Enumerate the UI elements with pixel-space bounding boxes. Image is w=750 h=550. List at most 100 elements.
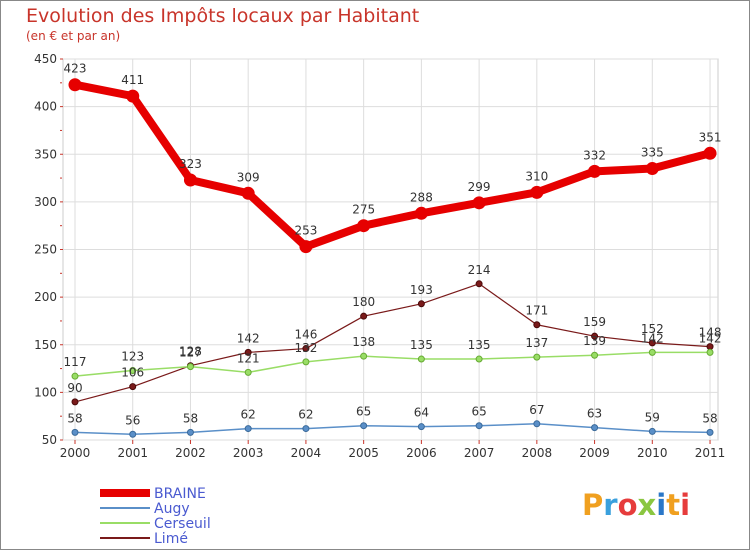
data-point [417,300,425,308]
y-tick-label: 150 [34,338,57,352]
data-point [129,366,137,374]
data-point [645,162,659,176]
series-line-cerseuil [74,351,711,377]
data-point [530,185,544,199]
data-point [475,355,483,363]
data-label: 117 [64,355,87,369]
x-tick-label: 2007 [464,446,495,460]
data-point [302,345,310,353]
data-label: 335 [641,146,664,160]
data-label: 62 [298,408,313,422]
data-label: 128 [179,345,202,359]
x-tick-label: 2008 [522,446,553,460]
data-point [533,321,541,329]
y-tick-label: 50 [42,433,57,447]
data-point [703,146,717,160]
data-point [68,78,82,92]
data-point [186,428,194,436]
data-point [241,186,255,200]
data-label: 323 [179,157,202,171]
data-point [71,372,79,380]
data-point [129,430,137,438]
legend-label: BRAINE [154,486,206,502]
data-label: 171 [525,304,548,318]
x-tick-label: 2005 [348,446,379,460]
data-label: 58 [67,411,82,425]
data-label: 90 [67,381,82,395]
x-tick-label: 2000 [60,446,91,460]
data-label: 253 [294,224,317,238]
data-point [591,351,599,359]
data-label: 411 [121,73,144,87]
data-point [186,363,194,371]
data-point [302,358,310,366]
data-label: 63 [587,407,602,421]
data-label: 135 [468,338,491,352]
series-line-limé [74,283,711,403]
x-tick-label: 2010 [637,446,668,460]
y-tick-label: 350 [34,147,57,161]
data-label: 146 [294,328,317,342]
chart-subtitle: (en € et par an) [26,29,121,43]
x-tick-label: 2002 [175,446,206,460]
data-label: 275 [352,203,375,217]
proxiti-logo: Proxiti [582,488,691,522]
data-point [472,196,486,210]
data-label: 299 [468,180,491,194]
data-point [475,280,483,288]
data-point [648,348,656,356]
data-point [71,398,79,406]
data-label: 123 [121,349,144,363]
series-line-augy [74,423,711,436]
y-tick-label: 400 [34,100,57,114]
data-label: 64 [414,406,429,420]
data-point [414,206,428,220]
x-tick-label: 2006 [406,446,437,460]
x-tick-label: 2003 [233,446,264,460]
data-label: 138 [352,335,375,349]
data-point [71,428,79,436]
x-tick-label: 2001 [117,446,148,460]
data-point [475,422,483,430]
data-label: 310 [525,169,548,183]
data-label: 214 [468,263,491,277]
chart-title: Evolution des Impôts locaux par Habitant [26,5,420,27]
x-tick-label: 2004 [291,446,322,460]
data-label: 309 [237,170,260,184]
data-point [183,173,197,187]
legend-label: Cerseuil [154,516,211,532]
data-label: 142 [699,331,722,345]
data-label: 62 [241,408,256,422]
data-label: 139 [583,334,606,348]
data-point [591,332,599,340]
data-label: 132 [294,341,317,355]
data-label: 423 [64,62,87,76]
data-point [126,89,140,103]
data-point [129,383,137,391]
data-point [588,164,602,178]
data-label: 152 [641,322,664,336]
data-label: 148 [699,326,722,340]
data-label: 159 [583,315,606,329]
data-label: 67 [529,403,544,417]
data-label: 58 [183,411,198,425]
x-tick-label: 2011 [695,446,726,460]
series-line-braine [71,80,715,251]
x-tick-label: 2009 [579,446,610,460]
data-label: 56 [125,413,140,427]
data-label: 58 [702,411,717,425]
data-point [357,219,371,233]
data-point [706,428,714,436]
data-point [244,368,252,376]
y-tick-label: 200 [34,290,57,304]
y-tick-label: 300 [34,195,57,209]
data-label: 106 [121,366,144,380]
y-tick-label: 450 [34,52,57,66]
y-tick-label: 100 [34,385,57,399]
data-point [533,353,541,361]
data-label: 59 [645,410,660,424]
data-point [302,425,310,433]
y-tick-label: 250 [34,243,57,257]
data-point [648,339,656,347]
